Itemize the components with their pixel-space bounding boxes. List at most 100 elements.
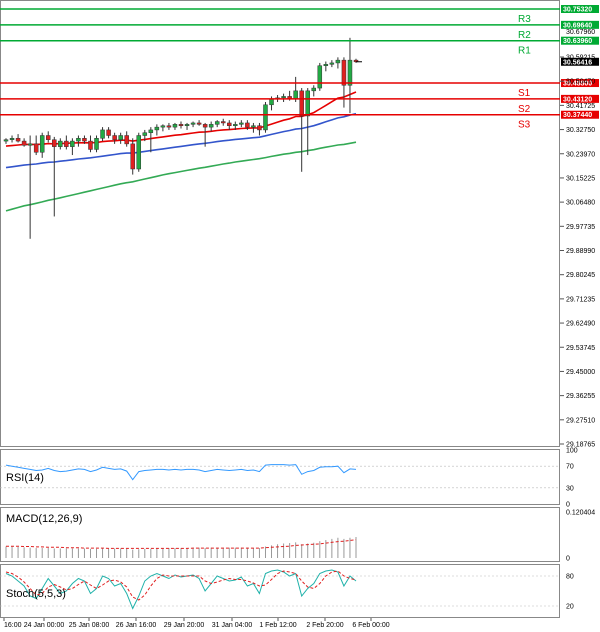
candle-body [323, 64, 329, 66]
candle-body [269, 98, 274, 106]
candle-body [347, 59, 353, 86]
candle-body [178, 124, 184, 126]
candle-body [142, 132, 148, 136]
candle-body [220, 121, 226, 124]
candle-body [45, 135, 51, 140]
time-tick-label: 1 Feb 12:00 [259, 622, 296, 629]
price-tick-label: 29.88990 [566, 248, 595, 255]
macd-panel-frame [0, 507, 560, 562]
candle-body [21, 140, 27, 146]
price-tick-label: 29.27510 [566, 417, 595, 424]
macd-tick-label: 0.120404 [566, 510, 595, 517]
stoch-panel: 80 20 Stoch(5,5,3) [0, 564, 574, 618]
time-tick-label: 26 Jan 16:00 [116, 622, 157, 629]
price-tick-label: 30.06480 [566, 200, 595, 207]
rsi-series: 100 70 30 0 [0, 448, 578, 509]
price-panel-frame [0, 0, 560, 447]
price-tick-label: 29.18765 [566, 442, 595, 449]
candle-body [106, 129, 111, 136]
support-resistance-levels: R3 30.75320 R2 30.69640 R1 30.63960 S1 30.48800… [0, 5, 599, 131]
price-tick-label: 29.71235 [566, 296, 595, 303]
candle-body [239, 122, 244, 125]
candle-body [64, 140, 69, 147]
level-price-tag [561, 110, 599, 119]
candles [3, 37, 359, 239]
price-tick-label: 29.97735 [566, 224, 595, 231]
price-tick-label: 29.53745 [566, 345, 595, 352]
price-tick-label: 29.45000 [566, 369, 595, 376]
price-tick-label: 30.23970 [566, 151, 595, 158]
level-price-label: 30.37440 [563, 112, 592, 119]
level-name: R1 [518, 46, 531, 57]
candle-body [305, 90, 310, 117]
candle-body [118, 135, 123, 140]
candle-body [172, 124, 178, 128]
time-tick-label: 16:00 [4, 622, 22, 629]
candle-body [82, 138, 87, 142]
price-tick-label: 30.50470 [566, 79, 595, 86]
candle-body [263, 104, 268, 131]
level-price-label: 30.75320 [563, 7, 592, 14]
current-price-label: 30.56416 [563, 59, 592, 66]
candle-body [154, 126, 160, 131]
stoch-label: Stoch(5,5,3) [6, 588, 66, 600]
time-tick-label: 24 Jan 00:00 [24, 622, 65, 629]
candle-body [251, 125, 256, 128]
candle-body [184, 124, 190, 126]
candle-body [311, 87, 317, 92]
candle-body [70, 140, 75, 147]
candle-body [214, 121, 220, 125]
time-tick-label: 31 Jan 04:00 [212, 622, 253, 629]
rsi-label: RSI(14) [6, 472, 44, 484]
macd-tick-label: 0 [566, 556, 570, 563]
candle-body [52, 139, 57, 147]
candle-body [130, 143, 135, 170]
candle-body [293, 90, 298, 100]
level-name: S2 [518, 104, 531, 115]
candle-body [160, 125, 166, 128]
price-axis: 30.59215 30.50470 30.41725 30.32750 30.23970… [560, 29, 595, 449]
candle-body [9, 138, 15, 140]
rsi-panel-frame [0, 449, 560, 505]
level-name: S3 [518, 120, 531, 131]
macd-series: 0.120404 0 [5, 510, 595, 563]
candle-body [94, 138, 99, 150]
rsi-tick-label: 0 [566, 502, 570, 509]
level-price-tag [561, 79, 599, 88]
candle-body [202, 124, 208, 128]
candle-body [257, 125, 262, 131]
level-price-label: 30.63960 [563, 38, 592, 45]
level-price-tag [561, 5, 599, 13]
candle-body [329, 62, 335, 65]
level-name: R2 [518, 30, 531, 41]
level-price-label: 30.69640 [563, 22, 592, 29]
candle-body [299, 90, 304, 117]
moving-average-line [5, 141, 357, 212]
candle-body [136, 135, 142, 170]
candle-body [58, 140, 63, 147]
candle-body [76, 138, 81, 142]
price-tick-label: 30.67960 [566, 29, 595, 36]
price-tick-label: 30.15225 [566, 175, 595, 182]
candle-body [39, 135, 45, 153]
time-axis: 16:00 24 Jan 00:00 25 Jan 08:00 26 Jan 16:0… [3, 618, 390, 629]
candle-body [112, 135, 117, 140]
level-name: R3 [518, 14, 531, 25]
candle-body [196, 122, 202, 125]
stoch-tick-label: 20 [566, 604, 574, 611]
candle-body [317, 65, 323, 89]
candle-body [208, 124, 214, 128]
candle-body [245, 122, 250, 128]
price-panel: R3 30.75320 R2 30.69640 R1 30.63960 S1 30.48800… [0, 0, 599, 449]
candle-body [335, 59, 341, 64]
price-tick-label: 29.62490 [566, 321, 595, 328]
level-price-tag [561, 20, 599, 29]
candle-body [124, 135, 129, 145]
price-tick-label: 30.59215 [566, 55, 595, 62]
level-price-label: 30.48800 [563, 81, 592, 88]
price-tick-label: 30.32750 [566, 127, 595, 134]
macd-signal-line [6, 539, 357, 549]
stoch-d-line [5, 570, 357, 601]
stoch-tick-label: 80 [566, 574, 574, 581]
